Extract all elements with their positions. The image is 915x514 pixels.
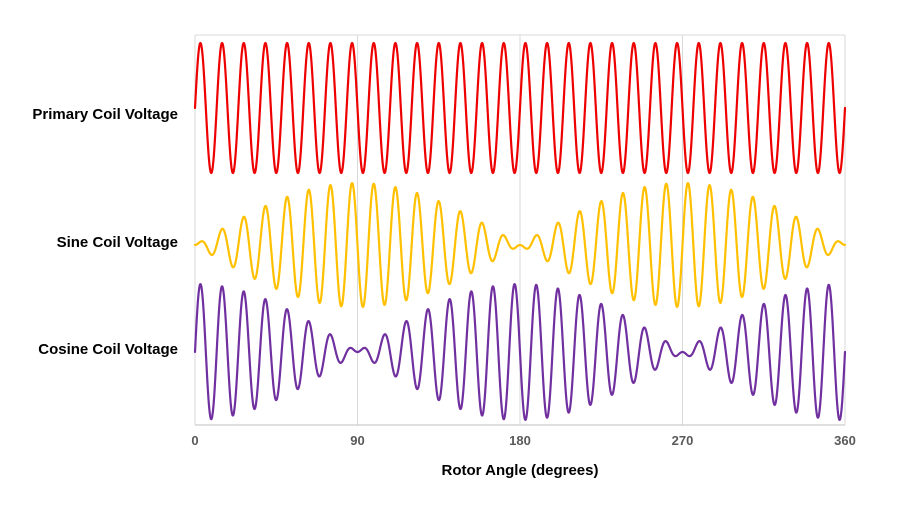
x-axis-title: Rotor Angle (degrees)	[441, 462, 599, 479]
wave-sine-coil-voltage	[193, 181, 847, 309]
series-label-primary-coil: Primary Coil Voltage	[32, 106, 178, 123]
x-tick-label-360: 360	[834, 433, 856, 448]
wave-cosine-coil-voltage	[193, 282, 847, 422]
series-label-cosine-coil: Cosine Coil Voltage	[38, 341, 178, 358]
x-axis-tick-labels: 0 90 180 270 360	[0, 433, 915, 451]
x-tick-label-0: 0	[191, 433, 199, 448]
series-label-sine-coil: Sine Coil Voltage	[56, 234, 178, 251]
wave-primary-coil-voltage	[193, 41, 847, 175]
x-tick-label-90: 90	[350, 433, 365, 448]
x-tick-label-180: 180	[509, 433, 531, 448]
x-tick-label-270: 270	[671, 433, 694, 448]
